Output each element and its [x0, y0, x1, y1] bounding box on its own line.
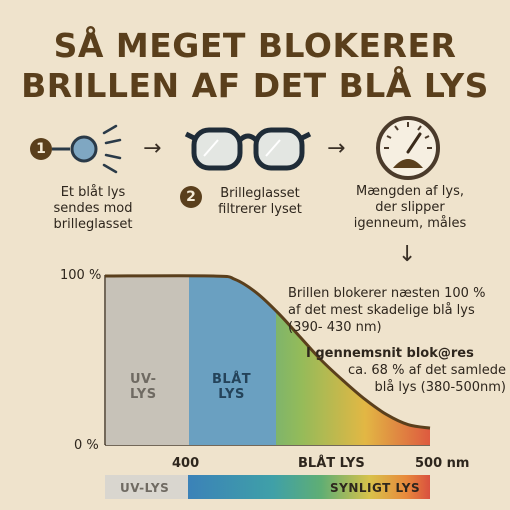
step-2-caption: Brilleglasset filtrerer lyset: [218, 186, 302, 217]
meter-icon: [376, 116, 440, 180]
transmission-curve: [104, 274, 431, 430]
title-line-2: BRILLEN AF DET BLÅ LYS: [21, 66, 489, 105]
step-2-number: 2: [180, 186, 202, 208]
note-blocks-harmful: Brillen blokerer næsten 100 % af det mes…: [288, 286, 486, 335]
step-1-caption: Et blåt lys sendes mod brilleglasset: [53, 185, 133, 232]
y-tick-0: 0 %: [74, 438, 99, 453]
x-tick-blue: BLÅT LYS: [298, 456, 365, 471]
step-3-caption: Mængden af lys, der slipper igenneum, må…: [353, 184, 467, 231]
blue-region-label: BLÅT LYS: [212, 372, 252, 402]
light-source-icon: [52, 124, 122, 174]
spectrum-bar: [105, 475, 430, 499]
x-tick-400: 400: [172, 456, 200, 471]
arrow-right-icon: →: [143, 136, 162, 161]
uv-light-label: UV-LYS: [120, 481, 170, 495]
note-average-blocked: I gennemsnit blok@res ca. 68 % af det sa…: [306, 346, 506, 395]
title-line-1: SÅ MEGET BLOKERER: [53, 26, 457, 65]
glasses-icon: [184, 127, 312, 171]
visible-region: [276, 310, 430, 445]
x-tick-500: 500 nm: [415, 456, 470, 471]
arrow-right-icon: →: [327, 136, 346, 161]
uv-region: [106, 276, 189, 445]
blue-region: [189, 275, 276, 445]
visible-light-label: SYNLIGT LYS: [330, 481, 421, 495]
uv-region-label: UV- LYS: [130, 372, 157, 402]
arrow-down-icon: ↓: [398, 242, 417, 267]
y-tick-100: 100 %: [60, 268, 102, 283]
step-1-number: 1: [30, 138, 52, 160]
chart: [104, 274, 431, 446]
